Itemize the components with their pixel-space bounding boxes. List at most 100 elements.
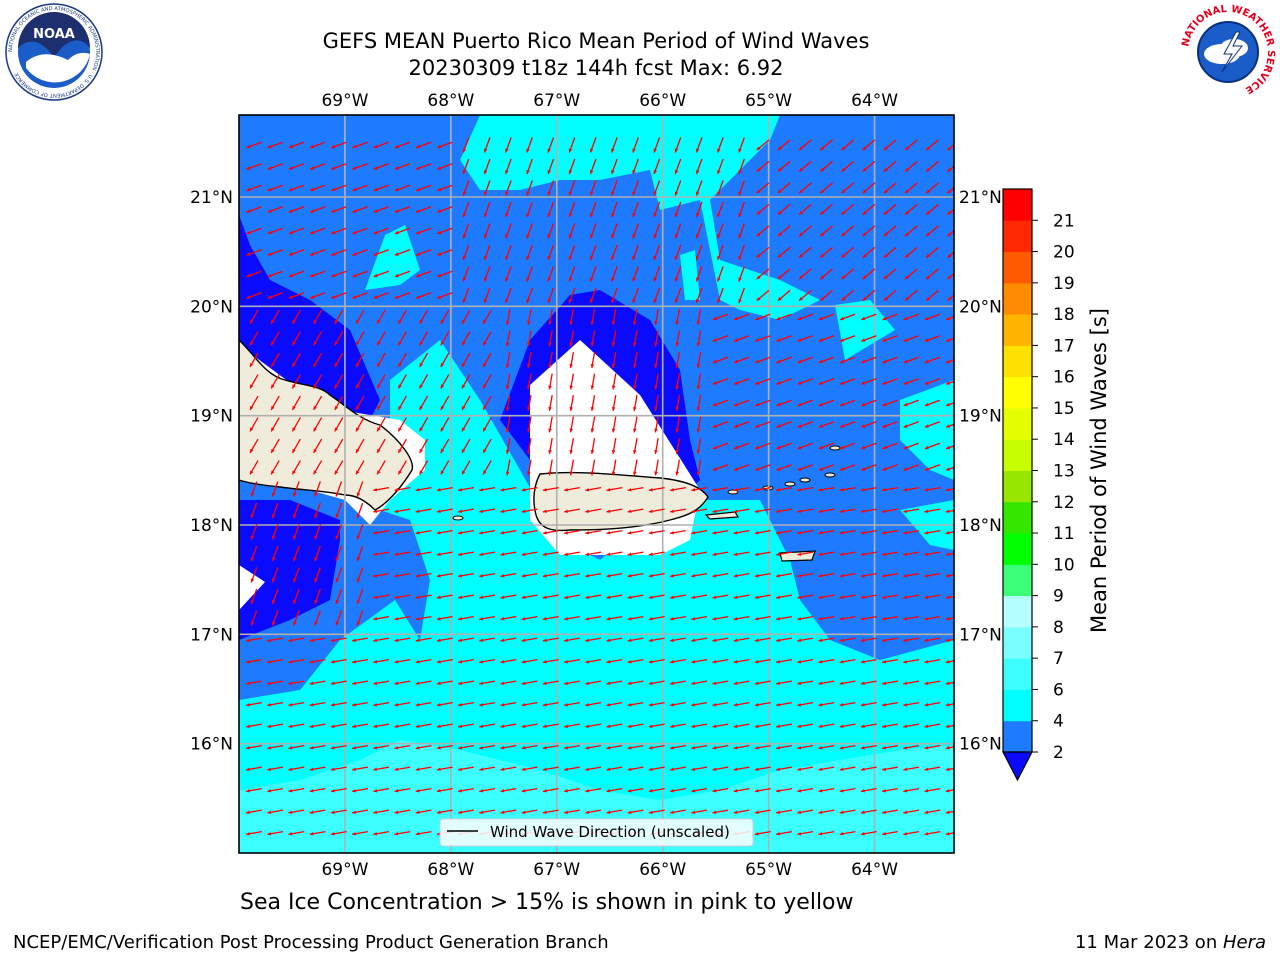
arrow-head-1043: [712, 788, 717, 793]
arrow-head-106: [310, 209, 315, 213]
arrow-head-490: [527, 450, 531, 454]
arrow-head-814: [903, 638, 908, 643]
arrow-head-1001: [542, 767, 547, 772]
arrow-head-1086: [903, 810, 908, 815]
arrow-head-126: [738, 213, 742, 218]
arrow-head-933: [542, 724, 547, 729]
arrow-head-305: [924, 316, 929, 321]
arrow-head-7: [373, 144, 378, 149]
arrow-head-360: [654, 364, 658, 368]
arrow-head-389: [548, 385, 552, 390]
arrow-head-812: [860, 638, 865, 643]
arrow-head-570: [776, 487, 780, 492]
arrow-head-624: [479, 530, 484, 535]
arrow-head-474: [903, 424, 908, 428]
arrow-head-938: [648, 724, 653, 729]
arrow-head-12: [483, 148, 488, 153]
arrow-head-907: [712, 702, 717, 707]
arrow-head-532: [696, 471, 701, 476]
arrow-head-859: [415, 681, 420, 686]
arrow-head-1116: [818, 831, 823, 836]
arrow-head-622: [436, 530, 441, 535]
arrow-head-136: [947, 210, 952, 215]
arrow-head-704: [733, 573, 738, 578]
arrow-head-274: [271, 319, 275, 324]
arrow-head-454: [483, 427, 487, 432]
arrow-head-956: [309, 745, 314, 750]
arrow-head-564: [648, 487, 653, 492]
arrow-head-256: [611, 299, 615, 304]
arrow-head-272: [947, 296, 952, 301]
arrow-head-341: [250, 362, 254, 367]
arrow-head-361: [675, 364, 680, 368]
arrow-head-500: [734, 445, 739, 450]
arrow-head-845: [839, 659, 844, 664]
arrow-head-71: [288, 187, 293, 192]
arrow-head-55: [674, 170, 679, 175]
arrow-head-42: [394, 166, 399, 170]
arrow-head-264: [777, 296, 782, 301]
arrow-head-13: [505, 148, 509, 153]
arrow-head-373: [924, 359, 929, 364]
arrow-head-841: [754, 659, 759, 664]
arrow-head-288: [569, 321, 574, 325]
arrow-head-423: [548, 407, 552, 411]
arrow-head-340: [946, 338, 951, 342]
arrow-head-335: [840, 338, 845, 342]
arrow-head-493: [590, 450, 595, 454]
arrow-head-113: [462, 213, 467, 218]
arrow-head-608: [860, 509, 865, 514]
arrow-head-435: [797, 402, 802, 407]
lat-tick-left-3: 18°N: [190, 516, 233, 536]
arrow-head-605: [797, 509, 802, 514]
arrow-head-232: [820, 275, 825, 280]
arrow-head-105: [288, 209, 293, 213]
arrow-head-785: [288, 638, 293, 643]
colorbar-tick-3: 7: [1053, 649, 1064, 669]
arrow-head-1059: [330, 810, 335, 815]
arrow-head-235: [883, 275, 888, 280]
arrow-head-574: [860, 487, 865, 492]
arrow-head-244: [352, 295, 357, 299]
arrow-head-280: [398, 319, 402, 324]
arrow-head-241: [288, 295, 293, 299]
arrow-head-784: [267, 638, 272, 643]
arrow-head-387: [505, 385, 510, 390]
arrow-head-401: [797, 381, 802, 385]
arrow-head-154: [611, 234, 615, 239]
arrow-head-725: [458, 595, 462, 600]
arrow-head-786: [309, 638, 314, 643]
arrow-head-656: [436, 552, 441, 557]
arrow-head-416: [398, 405, 402, 410]
arrow-head-866: [564, 681, 568, 686]
arrow-head-466: [734, 424, 739, 428]
arrow-head-189: [632, 256, 636, 261]
arrow-head-478: [271, 448, 275, 453]
arrow-head-610: [903, 509, 908, 514]
arrow-head-562: [606, 487, 611, 492]
arrow-head-539: [840, 467, 845, 471]
arrow-head-724: [436, 595, 441, 600]
arrow-head-609: [882, 509, 886, 514]
arrow-head-197: [799, 253, 803, 258]
arrow-head-455: [505, 428, 510, 433]
arrow-head-680: [945, 552, 950, 557]
arrow-head-1087: [924, 810, 929, 815]
arrow-head-991: [330, 767, 335, 772]
arrow-head-322: [569, 342, 574, 347]
colorbar-tick-2: 6: [1053, 680, 1064, 700]
arrow-head-853: [288, 681, 293, 686]
arrow-head-806: [733, 638, 738, 643]
arrow-head-366: [776, 359, 781, 364]
arrow-head-359: [633, 364, 637, 368]
arrow-head-874: [733, 681, 738, 686]
arrow-head-792: [436, 638, 441, 643]
arrow-head-467: [755, 424, 760, 428]
arrow-head-712: [903, 573, 908, 578]
arrow-head-107: [331, 209, 336, 213]
arrow-head-707: [797, 573, 802, 578]
arrow-head-1035: [542, 788, 547, 793]
arrow-head-642: [860, 530, 865, 535]
arrow-head-185: [547, 256, 551, 261]
arrow-head-320: [527, 342, 531, 347]
